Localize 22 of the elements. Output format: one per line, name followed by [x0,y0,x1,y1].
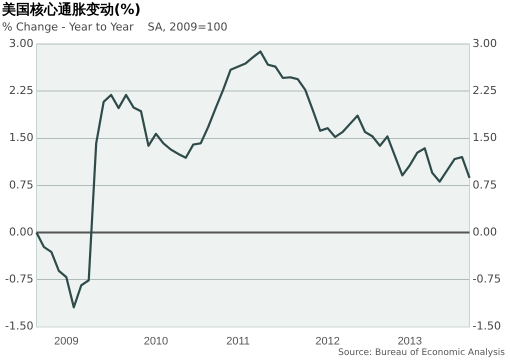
x-tick-label: 2010 [144,335,168,348]
source-note: Source: Bureau of Economic Analysis [338,348,506,358]
chart-subtitle: % Change - Year to Year SA, 2009=100 [2,20,228,34]
y2-tick-label: -1.50 [472,320,502,333]
y-tick-label: -0.75 [4,272,34,286]
y-tick-label: 1.50 [8,131,34,144]
y-tick-label: -1.50 [4,320,34,333]
y-tick-label: 2.25 [8,84,34,97]
x-tick-label: 2011 [226,335,250,348]
y2-tick-label: 0.00 [472,225,498,238]
x-tick-label: 2013 [398,335,422,348]
y2-tick-label: 1.50 [472,131,498,144]
y-tick-label: 0.00 [8,225,34,238]
y-tick-label: 0.75 [8,178,34,192]
y2-tick-label: 3.00 [472,36,498,50]
chart-title: 美国核心通胀变动(%) [1,1,141,18]
y2-tick-label: 2.25 [472,84,498,97]
x-tick-label: 2012 [315,335,340,348]
y2-tick-label: -0.75 [472,272,502,286]
y-tick-label: 3.00 [8,36,34,50]
y2-tick-label: 0.75 [472,178,498,192]
x-tick-label: 2009 [54,335,79,348]
